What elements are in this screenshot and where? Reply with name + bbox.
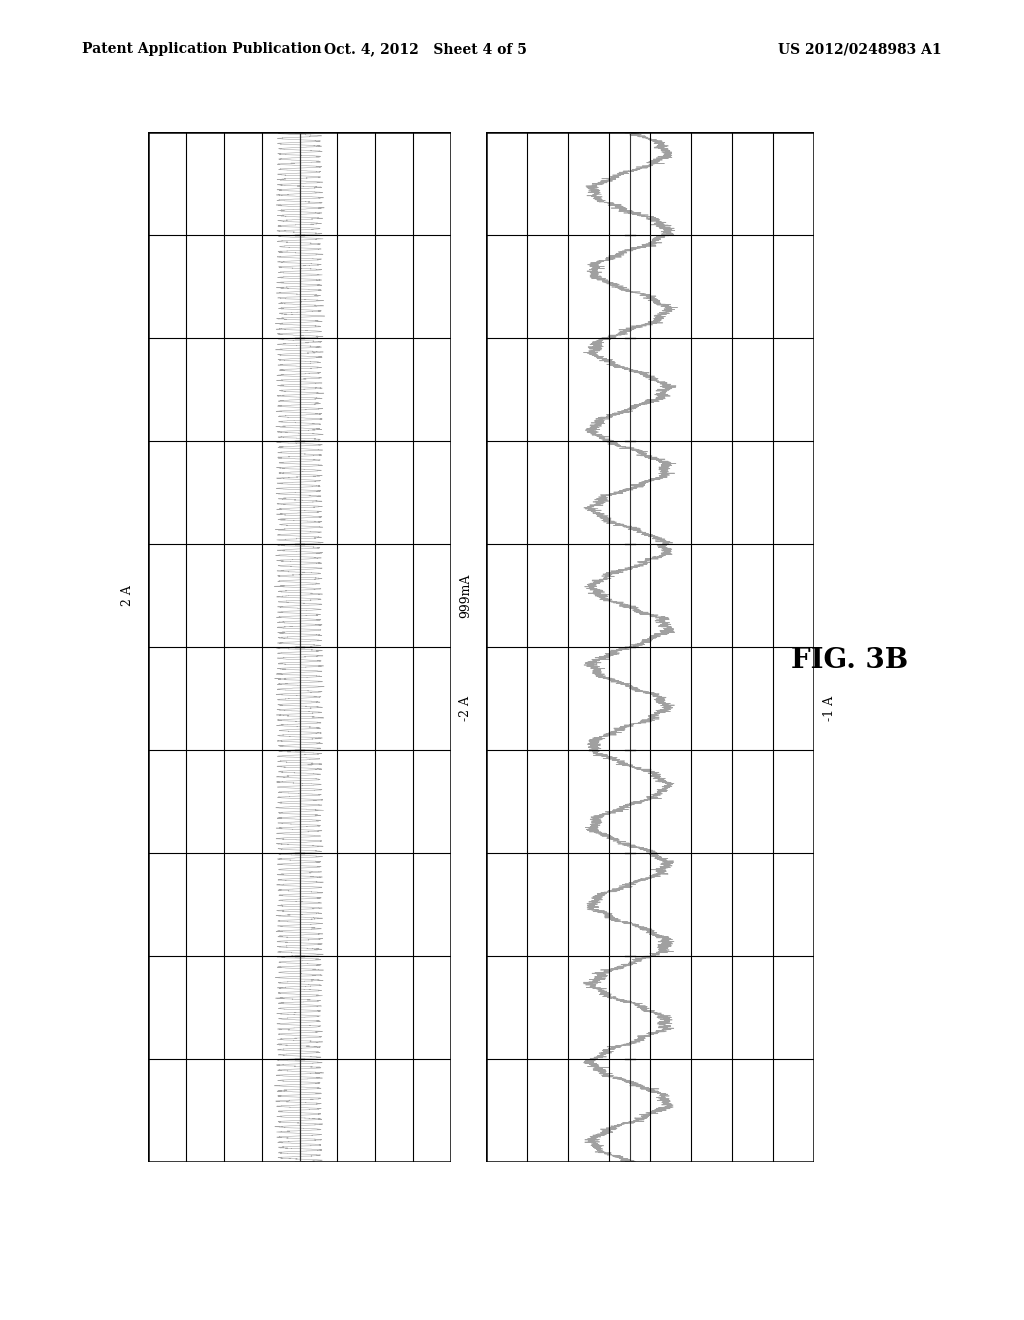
Text: US 2012/0248983 A1: US 2012/0248983 A1 bbox=[778, 42, 942, 57]
Text: Oct. 4, 2012   Sheet 4 of 5: Oct. 4, 2012 Sheet 4 of 5 bbox=[324, 42, 526, 57]
Text: FIG. 3B: FIG. 3B bbox=[792, 647, 908, 673]
Text: 999mA: 999mA bbox=[460, 573, 472, 618]
Text: -2 A: -2 A bbox=[460, 696, 472, 721]
Text: 2 A: 2 A bbox=[122, 585, 134, 606]
Text: Patent Application Publication: Patent Application Publication bbox=[82, 42, 322, 57]
Text: -1 A: -1 A bbox=[823, 696, 836, 721]
